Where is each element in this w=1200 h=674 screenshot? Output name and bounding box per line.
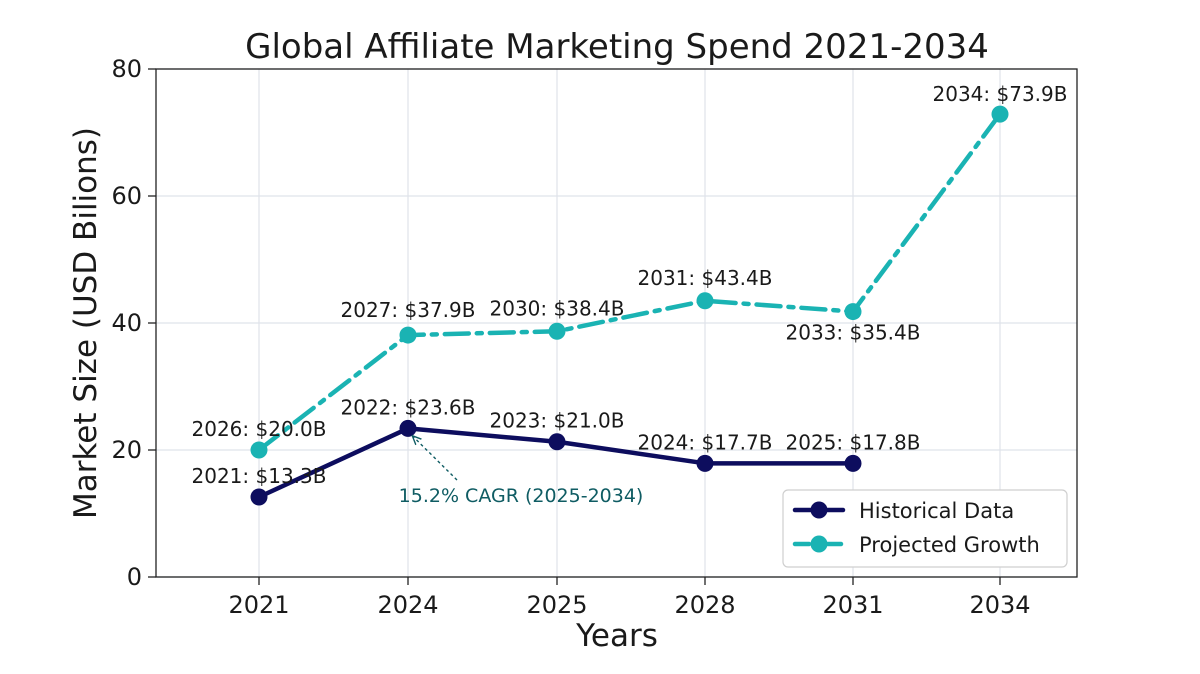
data-label: 2031: $43.4B [638,266,773,290]
series-projected-growth [250,105,1009,459]
annotation: 15.2% CAGR (2025-2034) [399,436,644,507]
data-label: 2033: $35.4B [786,321,921,345]
x-tick-label: 2031 [822,591,883,619]
series-historical-data [250,419,862,506]
y-tick-label: 80 [111,55,142,83]
legend-box [782,489,1068,568]
data-point [844,454,862,472]
data-label: 2023: $21.0B [490,409,625,433]
y-axis-title: Market Size (USD Bilions) [68,127,104,519]
x-axis-title: Years [575,618,658,654]
legend-label-historical-data: Historical Data [859,499,1014,523]
data-label: 2022: $23.6B [341,395,476,419]
series: 2026: $20.0B 2027: $37.9B 2030: $38.4B 2031… [192,82,1068,506]
x-tick-label: 2024 [377,591,438,619]
annotation-arrow [413,436,458,481]
data-point [991,105,1009,123]
y-axis-ticks: 0 20 40 60 80 [111,55,156,591]
data-label: 2021: $13.3B [192,464,327,488]
annotation-text: 15.2% CAGR (2025-2034) [399,485,644,507]
x-tick-label: 2025 [526,591,587,619]
data-point [250,488,268,506]
data-labels: 2026: $20.0B 2027: $37.9B 2030: $38.4B 2031… [192,82,1068,488]
data-point [399,419,417,437]
data-point [548,433,566,451]
series-line-projected-growth [256,111,1003,453]
data-label: 2030: $38.4B [490,296,625,320]
data-label: 2027: $37.9B [341,298,476,322]
legend-marker-projected-growth [810,535,828,553]
data-label: 2026: $20.0B [192,417,327,441]
data-label: 2025: $17.8B [786,430,921,454]
y-tick-label: 20 [111,436,142,464]
x-tick-label: 2028 [674,591,735,619]
data-label: 2034: $73.9B [933,82,1068,106]
data-label: 2024: $17.7B [638,430,773,454]
y-tick-label: 40 [111,309,142,337]
x-axis-ticks: 2021 2024 2025 2028 2031 2034 [228,577,1031,619]
data-point [250,441,268,459]
legend: Historical Data Projected Growth [782,489,1068,568]
data-point [696,292,714,310]
legend-label-projected-growth: Projected Growth [859,533,1040,557]
data-point [399,326,417,344]
legend-marker-historical-data [810,501,828,519]
data-point [844,303,862,321]
data-point [696,454,714,472]
chart-title: Global Affiliate Marketing Spend 2021-20… [245,27,989,67]
y-tick-label: 0 [127,563,142,591]
x-tick-label: 2021 [228,591,289,619]
data-point [548,322,566,340]
y-tick-label: 60 [111,182,142,210]
x-tick-label: 2034 [969,591,1030,619]
